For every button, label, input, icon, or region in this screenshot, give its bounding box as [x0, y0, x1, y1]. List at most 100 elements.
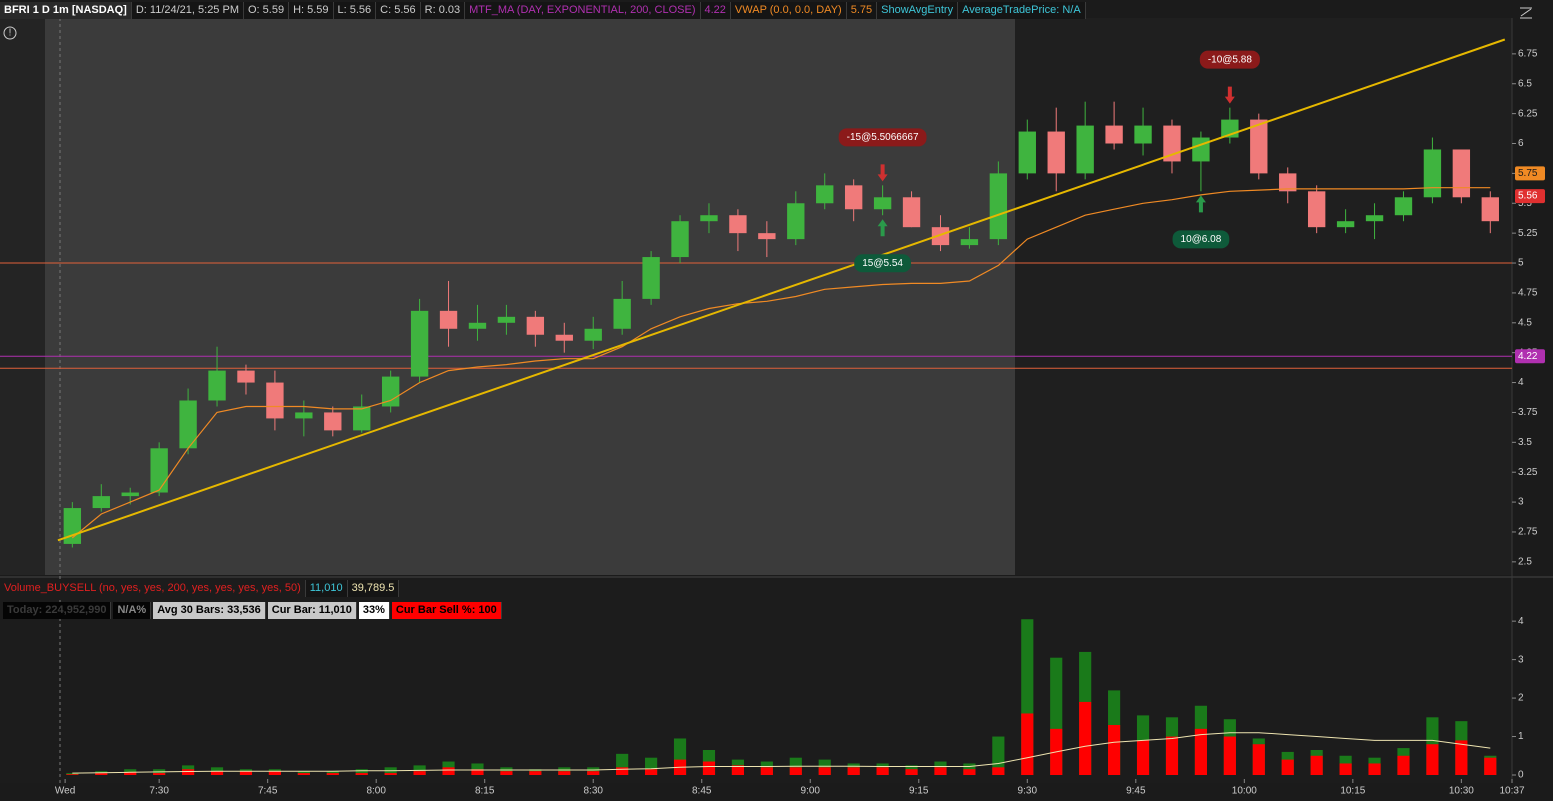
y-tick-label: 5 [1518, 258, 1524, 269]
candle-body [671, 221, 689, 258]
y-tick-label: 6 [1518, 138, 1524, 149]
x-tick-label: 8:30 [583, 786, 603, 797]
candle-body [1423, 149, 1442, 198]
volume-bar [876, 767, 889, 775]
y-tick-label: 6.75 [1518, 48, 1538, 59]
expand-icon[interactable] [1520, 7, 1532, 19]
volume-bar [355, 773, 368, 775]
candle-body [179, 400, 197, 449]
trade-marker: 15@5.54 [854, 254, 911, 273]
candle-body [410, 310, 429, 377]
volume-header: Volume_BUYSELL (no, yes, yes, 200, yes, … [0, 580, 400, 597]
symbol[interactable]: BFRI 1 D 1m [NASDAQ] [0, 2, 132, 19]
vwap-name[interactable]: VWAP (0.0, 0.0, DAY) [730, 2, 847, 19]
volume-bar [182, 769, 195, 775]
candle-body [1307, 191, 1326, 228]
volume-bar [1194, 728, 1207, 775]
candle-body [208, 370, 226, 401]
x-tick-label: 7:30 [149, 786, 169, 797]
volume-bar [731, 765, 744, 775]
candle-body [931, 227, 950, 246]
header-bar: BFRI 1 D 1m [NASDAQ] D: 11/24/21, 5:25 P… [0, 2, 1086, 19]
x-tick-label: 9:45 [1126, 786, 1146, 797]
volume-readout: 39,789.5 [347, 580, 400, 597]
candle-body [1105, 125, 1123, 144]
candle-body [1279, 173, 1297, 192]
candle-body [960, 239, 979, 246]
trade-bubble [1172, 230, 1230, 249]
info-icon[interactable] [3, 26, 17, 40]
volume-readout: 11,010 [305, 580, 348, 597]
volume-title[interactable]: Volume_BUYSELL (no, yes, yes, 200, yes, … [0, 580, 306, 597]
y-tick-label: 3 [1518, 497, 1524, 508]
candle-body [729, 215, 747, 234]
high: H: 5.59 [289, 2, 334, 19]
volume-bar [558, 771, 571, 775]
volume-bar [1310, 755, 1323, 775]
candle-body [844, 185, 863, 210]
candle-body [584, 328, 602, 341]
candle-body [237, 370, 255, 383]
x-tick-label: 10:30 [1449, 786, 1474, 797]
volume-bar [1252, 744, 1265, 775]
trade-bubble [838, 128, 927, 147]
trade-label: 10@6.08 [1181, 234, 1222, 245]
premarket-bg [0, 18, 45, 575]
stat-box: Cur Bar: 11,010 [267, 602, 357, 619]
stat-box: Today: 224,952,990 [3, 602, 112, 619]
vwap-value: 5.75 [846, 2, 878, 19]
y-tick-label: 5.5 [1518, 198, 1532, 209]
y-tick-label: 3.75 [1518, 407, 1538, 418]
trade-arrow [1224, 86, 1235, 104]
y-tick-label: 2 [1518, 693, 1524, 704]
volume-bar [789, 767, 802, 775]
candle-body [266, 382, 284, 419]
volume-bar [1368, 763, 1381, 775]
volume-bar [66, 774, 79, 775]
range: R: 0.03 [420, 2, 466, 19]
volume-bar [124, 771, 137, 775]
volume-bar [239, 771, 253, 775]
volume-bar [210, 771, 224, 775]
trade-arrow [877, 219, 888, 237]
stat-box: 33% [358, 602, 390, 619]
volume-bar [1426, 744, 1439, 775]
x-tick-label: Wed [55, 786, 75, 797]
info-icon-glyph: ! [9, 28, 12, 39]
candle-body [1336, 221, 1355, 228]
price-tag-label: 5.75 [1518, 168, 1538, 179]
x-tick-label: 9:15 [909, 786, 929, 797]
volume-bar [1021, 713, 1034, 775]
volume-bar [992, 736, 1005, 775]
volume-bar [413, 771, 426, 775]
volume-bar [1397, 755, 1410, 775]
open: O: 5.59 [243, 2, 290, 19]
mtf-ma-name[interactable]: MTF_MA (DAY, EXPONENTIAL, 200, CLOSE) [465, 2, 701, 19]
candle-body [902, 197, 921, 228]
y-tick-label: 6.5 [1518, 78, 1532, 89]
x-tick-label: 8:45 [692, 786, 712, 797]
volume-bar [645, 769, 658, 775]
y-tick-label: 6.25 [1518, 108, 1538, 119]
candle-body [1076, 125, 1094, 174]
trade-marker: -15@5.5066667 [838, 128, 927, 147]
vwap-line [71, 187, 1491, 539]
price-tag [1515, 349, 1545, 364]
y-tick-label: 1 [1518, 731, 1524, 742]
candle-body [642, 257, 660, 299]
volume-bar [558, 767, 571, 775]
candle-body [816, 185, 834, 204]
x-tick-label: 9:00 [801, 786, 821, 797]
volume-bar [529, 771, 542, 775]
low: L: 5.56 [333, 2, 377, 19]
show-avg-entry[interactable]: ShowAvgEntry [877, 2, 959, 19]
candle-body [555, 334, 573, 341]
volume-average-line [72, 732, 1491, 774]
candle-body [468, 322, 487, 329]
candle-body [295, 412, 313, 419]
y-tick-label: 3.25 [1518, 467, 1538, 478]
y-tick-label: 2.75 [1518, 527, 1538, 538]
trade-arrow [1195, 195, 1206, 213]
